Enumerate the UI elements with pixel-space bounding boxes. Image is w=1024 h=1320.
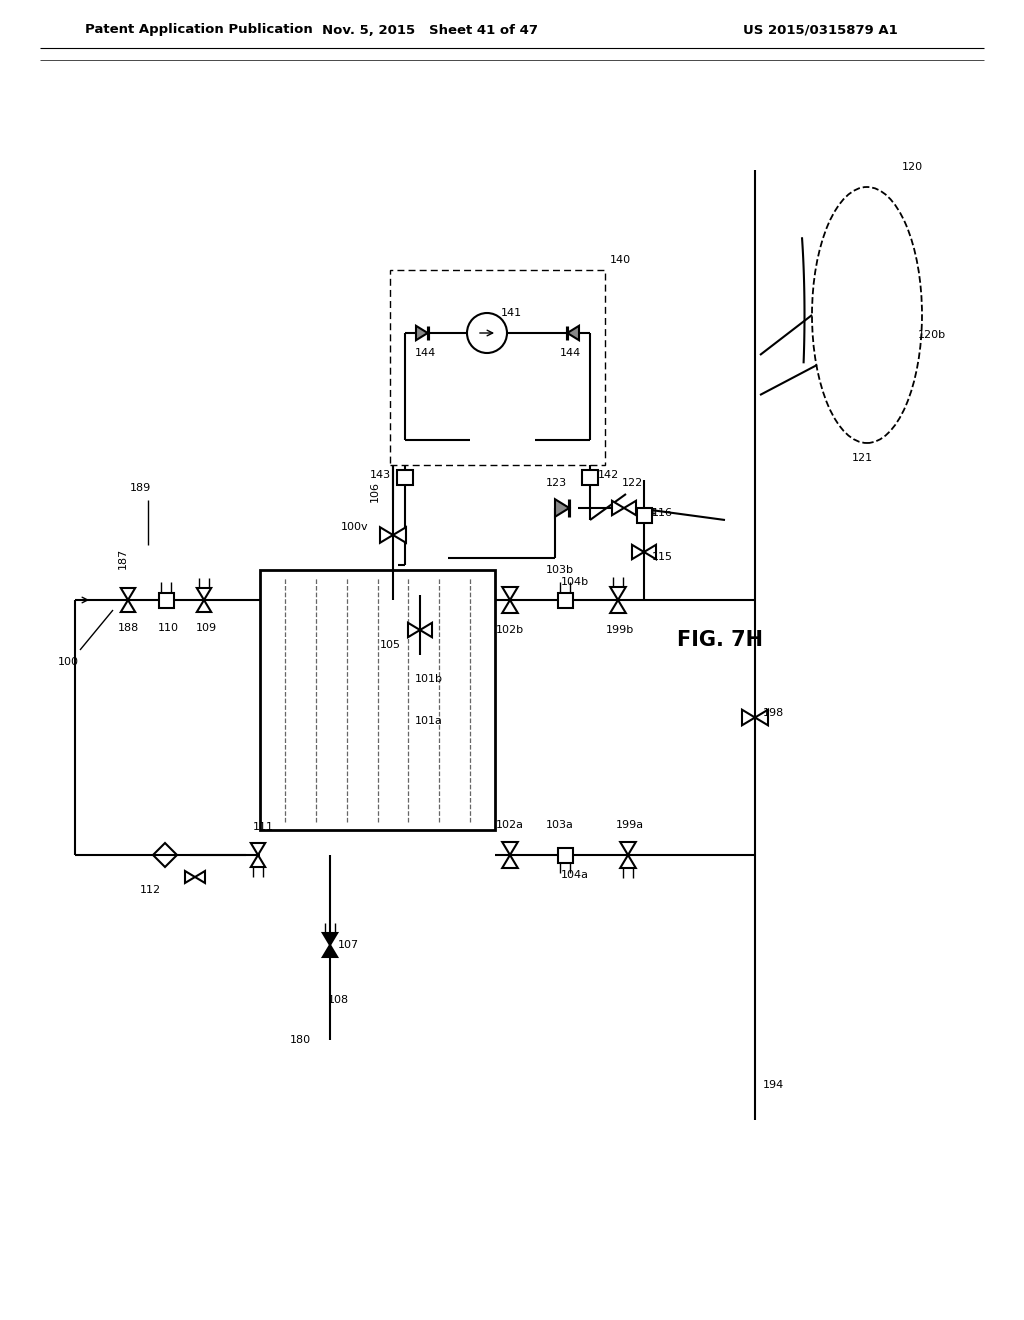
Text: 109: 109 — [196, 623, 216, 634]
Polygon shape — [393, 527, 406, 543]
Text: 141: 141 — [501, 308, 521, 318]
Text: 100v: 100v — [341, 521, 369, 532]
Bar — [557, 593, 572, 607]
Polygon shape — [621, 842, 636, 855]
Text: 104a: 104a — [561, 870, 589, 880]
Polygon shape — [567, 326, 579, 341]
Text: US 2015/0315879 A1: US 2015/0315879 A1 — [742, 24, 897, 37]
Polygon shape — [323, 945, 337, 957]
Bar — [260, 570, 495, 830]
Polygon shape — [380, 527, 393, 543]
Text: 144: 144 — [559, 348, 581, 358]
Polygon shape — [742, 710, 755, 725]
Text: 102a: 102a — [496, 820, 524, 830]
Text: 121: 121 — [851, 453, 872, 463]
Text: 199b: 199b — [606, 624, 634, 635]
Polygon shape — [502, 855, 518, 869]
Polygon shape — [121, 601, 135, 612]
Polygon shape — [323, 933, 337, 945]
Text: Patent Application Publication: Patent Application Publication — [85, 24, 312, 37]
Text: 120b: 120b — [918, 330, 946, 341]
Bar — [557, 847, 572, 862]
Text: 106: 106 — [370, 482, 380, 503]
Text: 122: 122 — [622, 478, 643, 488]
Text: 144: 144 — [415, 348, 435, 358]
Polygon shape — [197, 587, 211, 601]
Text: 194: 194 — [763, 1080, 783, 1090]
Text: 103a: 103a — [546, 820, 573, 830]
Polygon shape — [502, 601, 518, 612]
Polygon shape — [612, 500, 624, 515]
Polygon shape — [121, 587, 135, 601]
Bar — [397, 470, 413, 484]
Text: 105: 105 — [380, 640, 400, 649]
Polygon shape — [644, 545, 656, 560]
Polygon shape — [555, 499, 569, 517]
Text: 187: 187 — [118, 548, 128, 569]
Polygon shape — [502, 587, 518, 601]
Polygon shape — [610, 587, 626, 601]
Polygon shape — [195, 871, 205, 883]
Text: 144: 144 — [635, 508, 656, 517]
Text: 107: 107 — [338, 940, 358, 950]
Text: 120: 120 — [901, 162, 923, 172]
Text: 143: 143 — [370, 470, 390, 480]
Polygon shape — [251, 855, 265, 867]
Text: 108: 108 — [328, 995, 348, 1005]
Bar — [390, 271, 605, 465]
Text: 142: 142 — [597, 470, 618, 480]
Bar — [637, 507, 651, 523]
Text: 199a: 199a — [616, 820, 644, 830]
Text: 103b: 103b — [546, 565, 574, 576]
Polygon shape — [408, 623, 420, 638]
Polygon shape — [185, 871, 195, 883]
Circle shape — [467, 313, 507, 352]
Polygon shape — [755, 710, 768, 725]
Text: Nov. 5, 2015   Sheet 41 of 47: Nov. 5, 2015 Sheet 41 of 47 — [322, 24, 538, 37]
Text: 188: 188 — [118, 623, 138, 634]
Text: 101a: 101a — [416, 715, 443, 726]
Polygon shape — [610, 601, 626, 612]
Text: 101b: 101b — [415, 675, 443, 684]
Text: 189: 189 — [129, 483, 151, 492]
Text: 102b: 102b — [496, 624, 524, 635]
Text: 180: 180 — [290, 1035, 310, 1045]
Polygon shape — [502, 842, 518, 855]
Text: 100: 100 — [57, 657, 79, 667]
Polygon shape — [251, 843, 265, 855]
Text: 140: 140 — [609, 255, 631, 265]
Text: FIG. 7H: FIG. 7H — [677, 630, 763, 649]
Polygon shape — [416, 326, 428, 341]
Polygon shape — [420, 623, 432, 638]
Text: 115: 115 — [651, 552, 673, 562]
Text: 112: 112 — [139, 884, 161, 895]
Text: 116: 116 — [651, 508, 673, 517]
Polygon shape — [624, 500, 636, 515]
Polygon shape — [621, 855, 636, 869]
Polygon shape — [197, 601, 211, 612]
Bar — [159, 593, 173, 607]
Polygon shape — [632, 545, 644, 560]
Text: 104b: 104b — [561, 577, 589, 587]
Text: 198: 198 — [763, 708, 783, 718]
Text: 123: 123 — [546, 478, 566, 488]
Text: 110: 110 — [158, 623, 178, 634]
Text: 111: 111 — [253, 822, 273, 832]
Bar — [582, 470, 598, 484]
